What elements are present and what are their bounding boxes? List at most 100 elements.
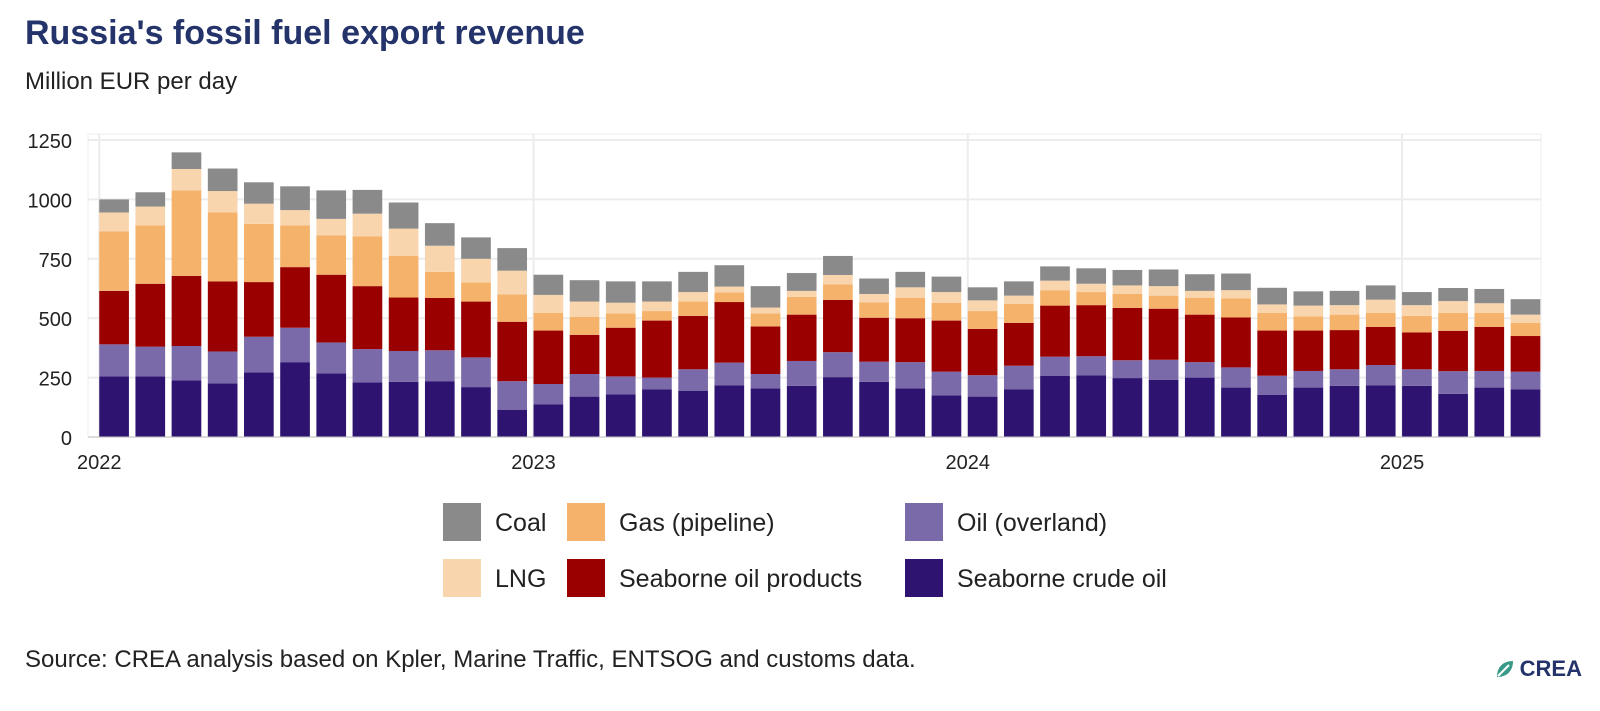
bar-segment-gas-pipeline <box>642 311 672 321</box>
legend-label: LNG <box>495 565 546 593</box>
bar-segment-oil-overland <box>1040 356 1070 376</box>
bar-segment-coal <box>678 271 708 293</box>
bar-segment-seaborne-crude-oil <box>280 362 310 437</box>
bar-segment-lng <box>280 210 310 226</box>
bar-segment-seaborne-oil-products <box>352 286 383 350</box>
bar-segment-coal <box>1003 281 1034 296</box>
bar-segment-oil-overland <box>859 361 889 382</box>
bar-segment-lng <box>99 212 129 232</box>
bar-segment-coal <box>99 199 129 213</box>
bar-segment-gas-pipeline <box>99 231 129 291</box>
bar-segment-seaborne-crude-oil <box>1221 387 1251 437</box>
bar-segment-lng <box>388 228 419 256</box>
bar-segment-seaborne-crude-oil <box>461 387 491 437</box>
bar-segment-coal <box>967 287 998 301</box>
bar-segment-coal <box>1076 268 1107 284</box>
bar-segment-lng <box>207 191 238 213</box>
bar-segment-gas-pipeline <box>1076 292 1107 306</box>
bar-segment-gas-pipeline <box>750 313 781 327</box>
bar-segment-seaborne-oil-products <box>1510 336 1541 372</box>
x-tick-label: 2022 <box>77 452 122 474</box>
bar-segment-oil-overland <box>642 377 672 390</box>
bar-segment-coal <box>859 278 889 294</box>
bar-segment-seaborne-oil-products <box>931 320 962 372</box>
bar-segment-coal <box>533 274 564 295</box>
chart-subtitle: Million EUR per day <box>25 68 238 95</box>
bar-segment-gas-pipeline <box>171 190 202 276</box>
bar-segment-seaborne-oil-products <box>316 274 347 343</box>
bar-segment-lng <box>931 292 962 303</box>
bar-segment-oil-overland <box>823 352 853 378</box>
bar-segment-lng <box>1438 301 1468 313</box>
bar-segment-seaborne-oil-products <box>1112 307 1143 361</box>
bar-segment-lng <box>823 274 853 285</box>
bar-segment-gas-pipeline <box>352 236 383 287</box>
bar-segment-seaborne-oil-products <box>1148 308 1179 360</box>
bar-segment-gas-pipeline <box>714 292 745 303</box>
bar-segment-coal <box>1040 266 1070 281</box>
bar-segment-seaborne-crude-oil <box>1148 379 1179 437</box>
bar-segment-gas-pipeline <box>461 282 491 302</box>
bar-segment-coal <box>280 186 310 211</box>
bar-segment-seaborne-oil-products <box>244 282 274 337</box>
bar-segment-oil-overland <box>1510 371 1541 390</box>
bar-segment-seaborne-crude-oil <box>1112 378 1143 437</box>
bar-segment-coal <box>605 281 636 303</box>
bar-segment-seaborne-oil-products <box>99 290 129 345</box>
bar-segment-gas-pipeline <box>244 223 274 283</box>
y-tick-label: 1250 <box>28 131 73 153</box>
bar-segment-oil-overland <box>280 327 310 363</box>
bar-segment-lng <box>1257 304 1287 313</box>
bar-segment-lng <box>1003 295 1034 304</box>
y-tick-label: 500 <box>39 309 72 331</box>
legend-swatch-seaborne-oil-products <box>567 559 605 597</box>
bar-segment-oil-overland <box>605 376 636 395</box>
bar-segment-oil-overland <box>1257 375 1287 395</box>
bar-segment-lng <box>750 307 781 314</box>
bar-segment-seaborne-crude-oil <box>931 395 962 437</box>
bar-segment-seaborne-crude-oil <box>750 388 781 437</box>
bar-segment-coal <box>171 152 202 169</box>
bar-segment-seaborne-crude-oil <box>859 381 889 437</box>
x-tick-label: 2024 <box>946 452 991 474</box>
bar-segment-seaborne-oil-products <box>1329 330 1360 370</box>
bar-segment-oil-overland <box>1112 360 1143 379</box>
bar-segment-seaborne-crude-oil <box>1510 389 1541 437</box>
bar-segment-seaborne-crude-oil <box>605 394 636 437</box>
bar-segment-coal <box>823 255 853 275</box>
bar-segment-gas-pipeline <box>388 255 419 298</box>
bar-segment-oil-overland <box>895 362 926 389</box>
bar-segment-oil-overland <box>135 346 166 377</box>
bar-segment-lng <box>1112 285 1143 294</box>
bar-segment-gas-pipeline <box>497 294 528 322</box>
x-tick-label: 2025 <box>1380 452 1425 474</box>
legend-swatch-seaborne-crude-oil <box>905 559 943 597</box>
bar-segment-coal <box>497 248 528 271</box>
bar-segment-lng <box>786 290 817 297</box>
bar-segment-gas-pipeline <box>823 284 853 300</box>
bar-segment-oil-overland <box>1438 371 1468 394</box>
bar-segment-lng <box>1474 303 1505 313</box>
bar-segment-seaborne-crude-oil <box>424 381 455 437</box>
bar-segment-seaborne-oil-products <box>1438 330 1468 372</box>
bar-segment-oil-overland <box>207 351 238 384</box>
legend-swatch-coal <box>443 503 481 541</box>
bar-segment-gas-pipeline <box>1040 290 1070 306</box>
bar-segment-gas-pipeline <box>931 302 962 321</box>
bar-segment-oil-overland <box>1221 367 1251 388</box>
bar-segment-gas-pipeline <box>1402 315 1432 333</box>
bar-segment-lng <box>244 203 274 224</box>
bar-segment-coal <box>714 265 745 287</box>
bar-segment-oil-overland <box>171 345 202 381</box>
bar-segment-seaborne-crude-oil <box>244 372 274 437</box>
bar-segment-oil-overland <box>1365 365 1396 386</box>
bar-segment-lng <box>1365 299 1396 313</box>
bar-segment-gas-pipeline <box>1510 322 1541 337</box>
bar-segment-seaborne-oil-products <box>533 330 564 385</box>
logo-text: CREA <box>1519 656 1582 681</box>
bar-segment-seaborne-oil-products <box>1402 332 1432 370</box>
bar-segment-lng <box>424 245 455 272</box>
bar-segment-gas-pipeline <box>207 212 238 282</box>
bar-segment-coal <box>1293 291 1324 306</box>
bar-segment-seaborne-oil-products <box>642 320 672 378</box>
